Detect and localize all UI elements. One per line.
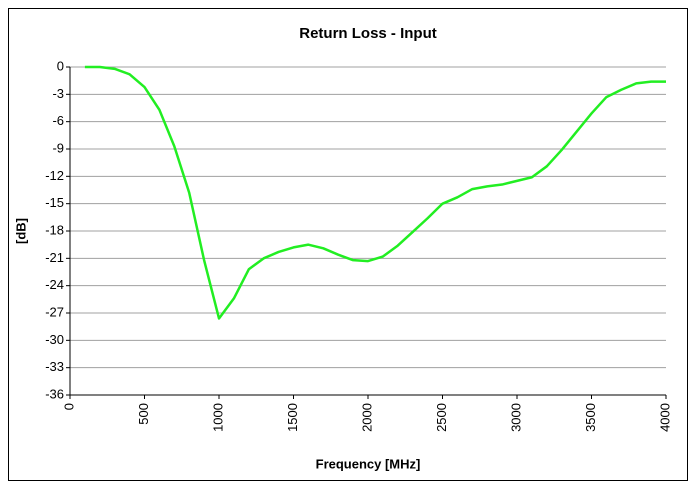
y-tick-label: 0 — [57, 58, 64, 73]
y-tick-label: -21 — [45, 250, 64, 265]
y-tick-label: -3 — [52, 86, 64, 101]
x-tick-label: 500 — [136, 403, 151, 425]
y-tick-label: -36 — [45, 386, 64, 401]
x-tick-label: 2000 — [359, 403, 374, 432]
y-tick-label: -12 — [45, 168, 64, 183]
data-line — [84, 65, 666, 320]
x-axis-label: Frequency [MHz] — [316, 456, 421, 471]
x-tick-label: 4000 — [657, 403, 672, 432]
y-axis-label: [dB] — [13, 218, 28, 244]
x-tick-label: 1500 — [285, 403, 300, 432]
x-tick-label: 2500 — [434, 403, 449, 432]
y-tick-label: -33 — [45, 359, 64, 374]
x-tick-label: 3000 — [508, 403, 523, 432]
y-tick-label: -9 — [52, 140, 64, 155]
y-tick-label: -27 — [45, 304, 64, 319]
y-tick-label: -30 — [45, 332, 64, 347]
x-tick-label: 0 — [61, 403, 76, 410]
y-tick-label: -24 — [45, 277, 64, 292]
y-tick-label: -18 — [45, 222, 64, 237]
x-tick-label: 3500 — [583, 403, 598, 432]
chart-title: Return Loss - Input — [299, 25, 437, 42]
x-tick-label: 1000 — [210, 403, 225, 432]
y-tick-label: -15 — [45, 195, 64, 210]
y-tick-label: -6 — [52, 113, 64, 128]
chart-border — [8, 8, 688, 481]
